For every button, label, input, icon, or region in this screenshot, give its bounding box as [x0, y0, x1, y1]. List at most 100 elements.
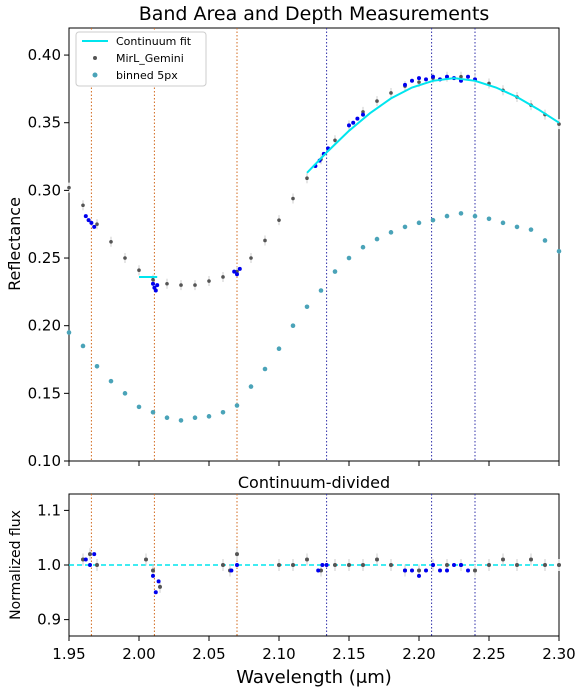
data-point: [109, 239, 113, 244]
bottom-title: Continuum-divided: [238, 473, 390, 492]
data-point: [88, 552, 92, 557]
data-point: [444, 213, 450, 219]
data-point: [445, 563, 449, 567]
data-point: [150, 409, 156, 415]
data-point: [416, 220, 422, 226]
data-point: [361, 563, 365, 567]
data-point: [235, 272, 239, 277]
data-point: [389, 91, 393, 95]
data-point: [220, 409, 226, 415]
data-point: [542, 238, 548, 243]
data-point: [153, 288, 158, 293]
data-point: [108, 378, 114, 384]
bottom-x-tick-label: 2.05: [192, 645, 225, 663]
data-point: [86, 218, 91, 223]
data-point: [262, 366, 268, 372]
top-y-tick-label: 0.20: [28, 317, 61, 335]
data-point: [347, 123, 351, 128]
legend-continuum-label: Continuum fit: [116, 35, 192, 48]
data-point: [178, 418, 184, 423]
top-y-tick-label: 0.10: [28, 452, 61, 470]
data-point: [324, 563, 329, 567]
bottom-x-tick-label: 2.25: [472, 645, 505, 663]
data-point: [410, 78, 414, 83]
data-point: [333, 563, 337, 567]
data-point: [66, 330, 72, 335]
data-point: [459, 74, 463, 79]
data-point: [319, 568, 323, 573]
data-point: [424, 568, 428, 573]
data-point: [156, 579, 161, 584]
data-point: [459, 563, 463, 567]
data-point: [136, 404, 142, 410]
data-point: [402, 224, 408, 230]
data-point: [388, 230, 394, 235]
data-point: [361, 112, 365, 117]
continuum-line: [306, 77, 560, 174]
legend-data-swatch: [93, 56, 97, 60]
data-point: [221, 275, 225, 279]
data-point: [424, 77, 428, 82]
data-point: [417, 573, 421, 578]
legend-box: [75, 31, 207, 87]
data-point: [305, 176, 309, 180]
top-ylabel: Reflectance: [5, 197, 24, 291]
data-point: [360, 244, 366, 250]
bottom-x-tick-label: 2.30: [542, 645, 575, 663]
data-point: [164, 415, 170, 421]
data-point: [543, 563, 547, 567]
data-point: [237, 266, 242, 271]
top-plot-area: 0.10 0.15 0.20 0.25 0.30 0.35 0.40: [28, 27, 562, 470]
data-point: [486, 216, 492, 222]
legend-binned-label: binned 5px: [116, 69, 178, 82]
legend-data-label: MirL_Gemini: [116, 52, 184, 65]
bottom-y-tick-label: 1.1: [37, 501, 61, 519]
data-point: [347, 563, 351, 567]
top-y-tick-label: 0.25: [28, 249, 61, 267]
data-point: [320, 563, 325, 567]
bottom-x-tick-label: 2.00: [122, 645, 155, 663]
data-point: [403, 82, 407, 87]
data-point: [556, 248, 562, 254]
data-point: [452, 563, 456, 567]
data-point: [235, 563, 239, 567]
data-point: [316, 568, 321, 573]
data-point: [431, 74, 435, 79]
data-point: [83, 557, 88, 562]
data-point: [151, 277, 155, 282]
data-point: [361, 110, 365, 114]
data-point: [305, 557, 309, 562]
data-point: [92, 552, 97, 557]
bottom-ylabel: Normalized flux: [8, 510, 24, 620]
bottom-x-tick-label: 1.95: [52, 645, 85, 663]
data-point: [501, 557, 505, 562]
data-point: [123, 256, 127, 260]
bottom-x-tick-label: 2.20: [402, 645, 435, 663]
data-point: [403, 568, 407, 573]
legend: Continuum fit MirL_Gemini binned 5px: [75, 31, 207, 87]
data-point: [487, 563, 491, 567]
data-point: [445, 74, 449, 79]
top-y-tick-label: 0.35: [28, 114, 61, 132]
bottom-xlabel: Wavelength (μm): [236, 667, 392, 688]
data-point: [95, 563, 99, 567]
legend-binned-swatch: [92, 72, 98, 78]
bottom-x-tick-label: 2.10: [262, 645, 295, 663]
data-point: [81, 557, 85, 562]
data-point: [351, 120, 356, 125]
data-point: [332, 269, 338, 274]
top-y-tick-label: 0.15: [28, 384, 61, 402]
data-point: [122, 391, 128, 396]
data-point: [155, 283, 160, 288]
top-y-tick-label: 0.30: [28, 181, 61, 199]
top-y-tick-label: 0.40: [28, 46, 61, 64]
data-point: [165, 281, 169, 286]
bottom-x-tick-label: 2.15: [332, 645, 365, 663]
top-frame: [68, 27, 560, 462]
data-point: [94, 363, 100, 369]
data-point: [263, 238, 267, 243]
data-point: [153, 590, 158, 595]
data-point: [249, 256, 253, 260]
data-point: [193, 283, 197, 287]
data-point: [466, 74, 470, 79]
